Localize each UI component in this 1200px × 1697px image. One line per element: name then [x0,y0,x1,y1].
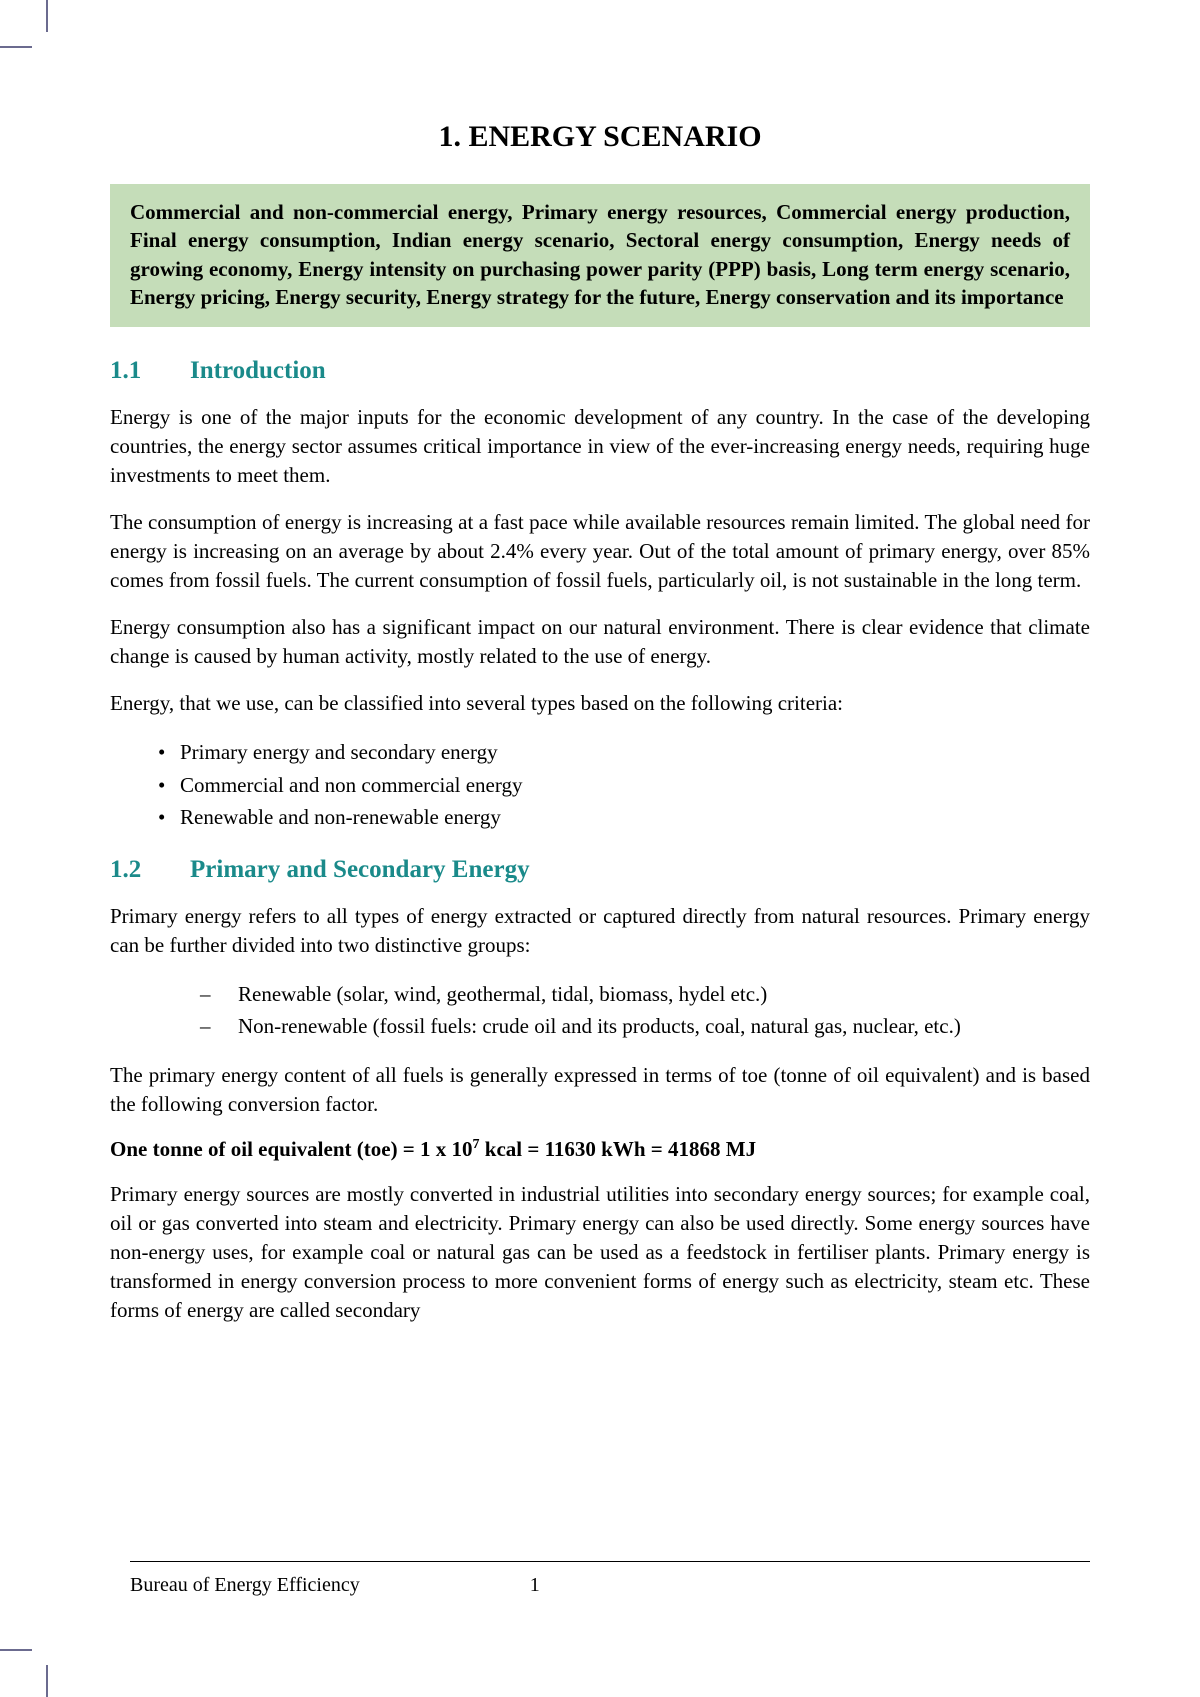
chapter-title: 1. ENERGY SCENARIO [110,120,1090,154]
list-item: Non-renewable (fossil fuels: crude oil a… [200,1010,1090,1043]
section-number: 1.1 [110,357,190,385]
crop-mark [0,46,32,48]
footer-page-number: 1 [530,1574,540,1597]
footer-rule [130,1561,1090,1562]
crop-mark [0,1649,32,1651]
paragraph: Energy, that we use, can be classified i… [110,689,1090,718]
bullet-list: Primary energy and secondary energy Comm… [158,736,1090,834]
page-content: 1. ENERGY SCENARIO Commercial and non-co… [0,0,1200,1403]
formula-text: One tonne of oil equivalent (toe) = 1 x … [110,1137,473,1161]
conversion-formula: One tonne of oil equivalent (toe) = 1 x … [110,1137,1090,1162]
paragraph: Primary energy sources are mostly conver… [110,1180,1090,1325]
section-heading-1-1: 1.1Introduction [110,357,1090,385]
page-footer: Bureau of Energy Efficiency 1 [130,1561,1090,1597]
section-title: Primary and Secondary Energy [190,856,530,883]
paragraph: The consumption of energy is increasing … [110,508,1090,595]
paragraph: Energy is one of the major inputs for th… [110,403,1090,490]
paragraph: The primary energy content of all fuels … [110,1061,1090,1119]
formula-text: kcal = 11630 kWh = 41868 MJ [480,1137,757,1161]
paragraph: Energy consumption also has a significan… [110,613,1090,671]
section-heading-1-2: 1.2Primary and Secondary Energy [110,856,1090,884]
dash-list: Renewable (solar, wind, geothermal, tida… [200,978,1090,1043]
summary-box: Commercial and non-commercial energy, Pr… [110,184,1090,327]
formula-exponent: 7 [473,1137,480,1152]
list-item: Commercial and non commercial energy [158,769,1090,802]
paragraph: Primary energy refers to all types of en… [110,902,1090,960]
crop-mark [46,0,48,32]
list-item: Renewable and non-renewable energy [158,801,1090,834]
list-item: Primary energy and secondary energy [158,736,1090,769]
section-number: 1.2 [110,856,190,884]
list-item: Renewable (solar, wind, geothermal, tida… [200,978,1090,1011]
crop-mark [46,1665,48,1697]
section-title: Introduction [190,357,326,384]
footer-organization: Bureau of Energy Efficiency [130,1574,360,1597]
